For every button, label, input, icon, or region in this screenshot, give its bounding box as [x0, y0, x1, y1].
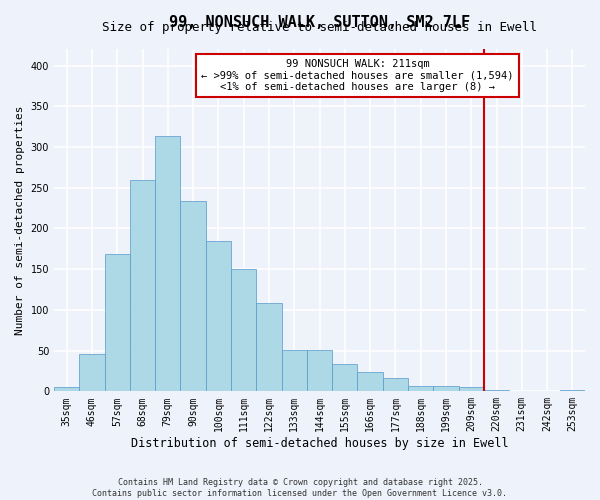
Bar: [484, 390, 509, 392]
Title: 99, NONSUCH WALK, SUTTON, SM2 7LF: 99, NONSUCH WALK, SUTTON, SM2 7LF: [169, 15, 470, 30]
Text: Size of property relative to semi-detached houses in Ewell: Size of property relative to semi-detach…: [102, 21, 537, 34]
Bar: [281, 350, 307, 392]
Bar: [358, 372, 383, 392]
Text: Contains HM Land Registry data © Crown copyright and database right 2025.
Contai: Contains HM Land Registry data © Crown c…: [92, 478, 508, 498]
Bar: [383, 378, 408, 392]
X-axis label: Distribution of semi-detached houses by size in Ewell: Distribution of semi-detached houses by …: [131, 437, 508, 450]
Bar: [79, 354, 104, 392]
Bar: [408, 386, 433, 392]
Bar: [54, 388, 79, 392]
Bar: [130, 180, 155, 392]
Bar: [560, 390, 585, 392]
Y-axis label: Number of semi-detached properties: Number of semi-detached properties: [15, 106, 25, 335]
Bar: [206, 240, 231, 392]
Bar: [307, 350, 332, 392]
Bar: [231, 269, 256, 392]
Bar: [181, 200, 206, 392]
Text: 99 NONSUCH WALK: 211sqm
← >99% of semi-detached houses are smaller (1,594)
<1% o: 99 NONSUCH WALK: 211sqm ← >99% of semi-d…: [201, 59, 514, 92]
Bar: [458, 388, 484, 392]
Bar: [104, 254, 130, 392]
Bar: [433, 386, 458, 392]
Bar: [155, 136, 181, 392]
Bar: [256, 304, 281, 392]
Bar: [509, 390, 535, 392]
Bar: [332, 364, 358, 392]
